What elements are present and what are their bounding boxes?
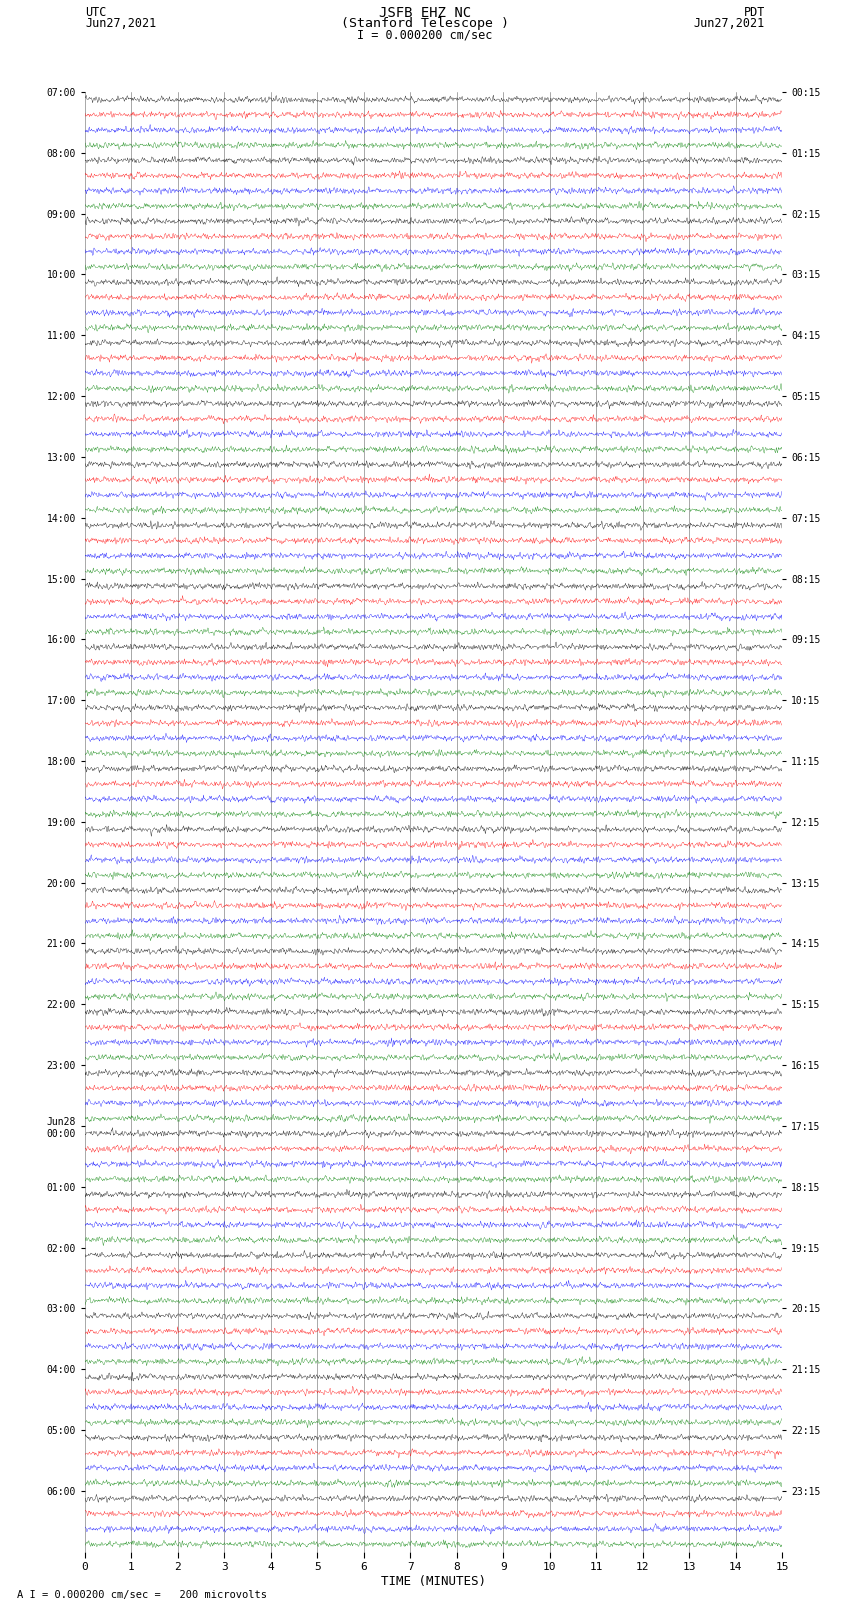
Text: PDT: PDT xyxy=(744,5,765,19)
X-axis label: TIME (MINUTES): TIME (MINUTES) xyxy=(381,1574,486,1587)
Text: I = 0.000200 cm/sec: I = 0.000200 cm/sec xyxy=(357,29,493,42)
Text: Jun27,2021: Jun27,2021 xyxy=(85,18,156,31)
Text: JSFB EHZ NC: JSFB EHZ NC xyxy=(379,5,471,19)
Text: Jun27,2021: Jun27,2021 xyxy=(694,18,765,31)
Text: A I = 0.000200 cm/sec =   200 microvolts: A I = 0.000200 cm/sec = 200 microvolts xyxy=(17,1590,267,1600)
Text: (Stanford Telescope ): (Stanford Telescope ) xyxy=(341,18,509,31)
Text: UTC: UTC xyxy=(85,5,106,19)
